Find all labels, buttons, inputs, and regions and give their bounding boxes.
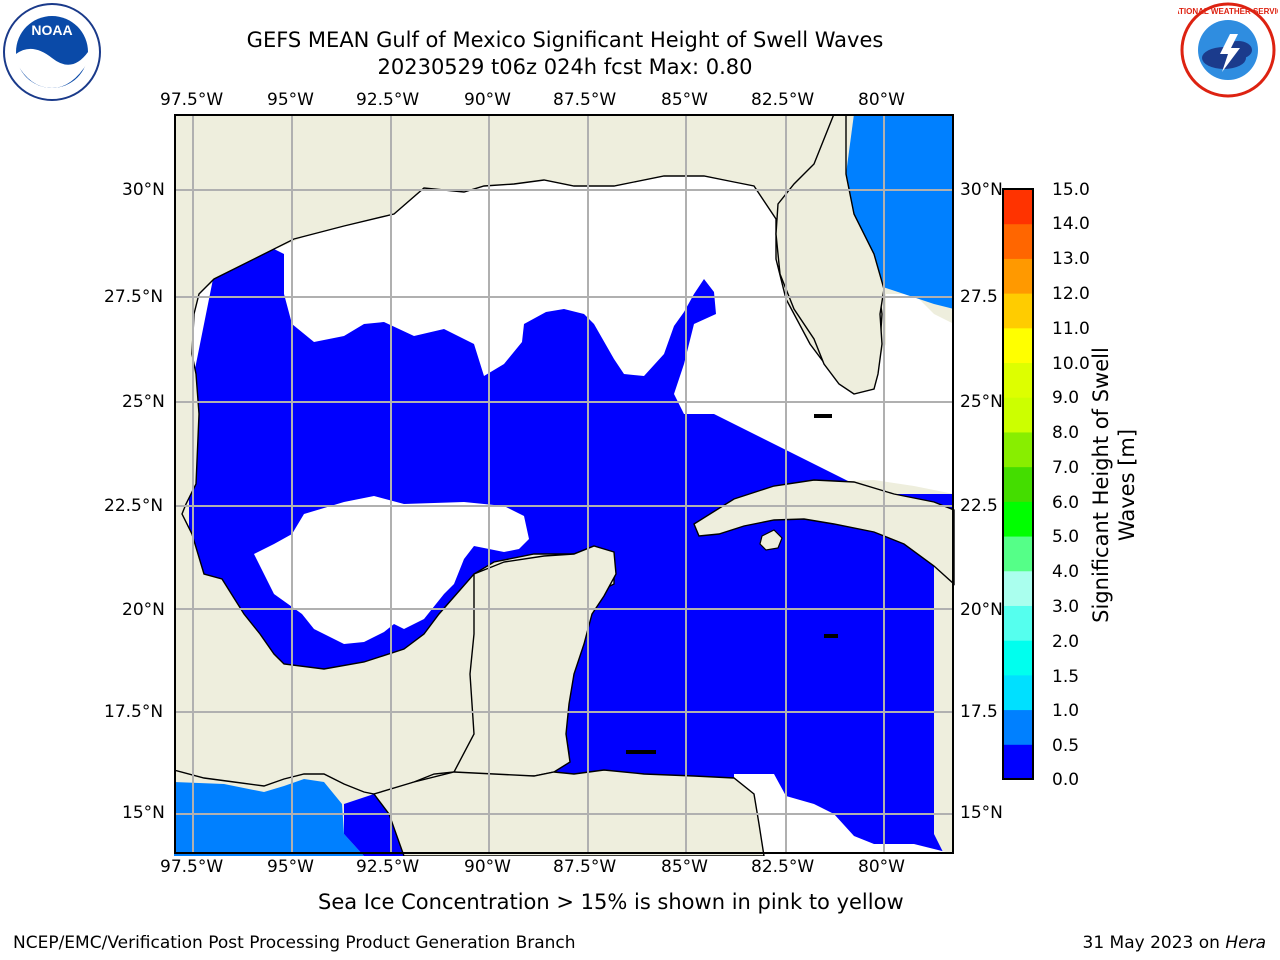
noaa-logo-text: NOAA bbox=[31, 22, 72, 38]
lat-label-left: 20°N bbox=[122, 600, 165, 620]
colorbar-cell bbox=[1003, 744, 1033, 780]
colorbar-cell bbox=[1003, 640, 1033, 676]
lon-label-top: 90°W bbox=[464, 90, 511, 110]
colorbar-title: Significant Height of Swell Waves [m] bbox=[1088, 305, 1140, 665]
colorbar-label: 10.0 bbox=[1052, 354, 1090, 374]
lon-label-top: 80°W bbox=[858, 90, 905, 110]
colorbar-label: 14.0 bbox=[1052, 214, 1090, 234]
lat-label-right: 17.5 bbox=[960, 702, 998, 722]
colorbar-cell bbox=[1003, 466, 1033, 502]
colorbar-label: 6.0 bbox=[1052, 493, 1080, 513]
nws-logo-text: NATIONAL WEATHER SERVICE bbox=[1178, 7, 1278, 16]
chart-title: GEFS MEAN Gulf of Mexico Significant Hei… bbox=[246, 28, 884, 52]
colorbar-cell bbox=[1003, 189, 1033, 225]
map-panel bbox=[174, 114, 955, 856]
lon-label-bottom: 82.5°W bbox=[751, 857, 815, 877]
colorbar-label: 11.0 bbox=[1052, 319, 1090, 339]
colorbar-label: 8.0 bbox=[1052, 423, 1080, 443]
colorbar-cell bbox=[1003, 536, 1033, 572]
lat-label-left: 17.5°N bbox=[104, 702, 164, 722]
colorbar-cell bbox=[1003, 258, 1033, 294]
colorbar-label: 3.0 bbox=[1052, 597, 1080, 617]
lat-label-right: 30°N bbox=[960, 180, 1003, 200]
lat-label-left: 25°N bbox=[122, 392, 165, 412]
land-isla-juventud bbox=[759, 529, 783, 551]
lon-label-bottom: 90°W bbox=[464, 857, 511, 877]
colorbar-cell bbox=[1003, 293, 1033, 329]
lon-label-bottom: 80°W bbox=[858, 857, 905, 877]
colorbar-label: 4.0 bbox=[1052, 562, 1080, 582]
map-frame bbox=[174, 114, 954, 854]
lat-label-right: 15°N bbox=[960, 803, 1003, 823]
colorbar-label: 1.0 bbox=[1052, 701, 1080, 721]
white-blob-east bbox=[734, 774, 954, 856]
lat-label-right: 25°N bbox=[960, 392, 1003, 412]
colorbar-label: 0.0 bbox=[1052, 770, 1080, 790]
nws-logo: NATIONAL WEATHER SERVICE bbox=[1168, 0, 1280, 100]
lon-label-top: 85°W bbox=[661, 90, 708, 110]
land-small-island bbox=[626, 750, 656, 754]
colorbar-cell bbox=[1003, 223, 1033, 259]
colorbar-label: 9.0 bbox=[1052, 388, 1080, 408]
colorbar-cell bbox=[1003, 674, 1033, 711]
lon-label-top: 97.5°W bbox=[160, 90, 224, 110]
colorbar-label: 2.0 bbox=[1052, 632, 1080, 652]
land-florida bbox=[775, 114, 885, 395]
colorbar-cell bbox=[1003, 327, 1033, 364]
colorbar-cell bbox=[1003, 709, 1033, 745]
lon-label-bottom: 95°W bbox=[267, 857, 314, 877]
colorbar-label: 15.0 bbox=[1052, 180, 1090, 200]
colorbar-label: 13.0 bbox=[1052, 249, 1090, 269]
footer-host: Hera bbox=[1225, 933, 1266, 953]
lat-label-left: 15°N bbox=[122, 803, 165, 823]
land-small-island bbox=[824, 634, 838, 638]
colorbar-cell bbox=[1003, 501, 1033, 537]
footer-credit: NCEP/EMC/Verification Post Processing Pr… bbox=[13, 933, 576, 953]
chart-subtitle: 20230529 t06z 024h fcst Max: 0.80 bbox=[377, 55, 753, 79]
colorbar-cell bbox=[1003, 605, 1033, 641]
lat-label-right: 27.5 bbox=[960, 287, 998, 307]
lon-label-top: 82.5°W bbox=[751, 90, 815, 110]
lat-label-right: 22.5 bbox=[960, 496, 998, 516]
footer-date-text: 31 May 2023 on bbox=[1082, 933, 1226, 953]
sea-ice-note: Sea Ice Concentration > 15% is shown in … bbox=[318, 890, 904, 914]
colorbar-cell bbox=[1003, 362, 1033, 398]
pacific-swell-blue bbox=[344, 794, 404, 856]
lon-label-top: 95°W bbox=[267, 90, 314, 110]
lon-label-bottom: 97.5°W bbox=[160, 857, 224, 877]
colorbar-label: 12.0 bbox=[1052, 284, 1090, 304]
colorbar-title-line2: Waves [m] bbox=[1115, 428, 1139, 542]
lon-label-bottom: 92.5°W bbox=[356, 857, 420, 877]
colorbar-cell bbox=[1003, 570, 1033, 606]
colorbar-label: 1.5 bbox=[1052, 667, 1080, 687]
lon-label-top: 87.5°W bbox=[553, 90, 617, 110]
colorbar-label: 7.0 bbox=[1052, 458, 1080, 478]
colorbar bbox=[1002, 188, 1034, 780]
colorbar-cell bbox=[1003, 431, 1033, 468]
pacific-swell-mid bbox=[174, 779, 364, 856]
lat-label-left: 22.5°N bbox=[104, 496, 164, 516]
map-gridlines bbox=[174, 114, 954, 854]
colorbar-label: 5.0 bbox=[1052, 527, 1080, 547]
colorbar-label: 0.5 bbox=[1052, 736, 1080, 756]
noaa-logo: NOAA bbox=[2, 2, 102, 102]
lon-label-bottom: 85°W bbox=[661, 857, 708, 877]
lon-label-bottom: 87.5°W bbox=[553, 857, 617, 877]
colorbar-title-line1: Significant Height of Swell bbox=[1089, 347, 1113, 623]
colorbar-cell bbox=[1003, 397, 1033, 433]
lat-label-left: 30°N bbox=[122, 180, 165, 200]
lat-label-right: 20°N bbox=[960, 600, 1003, 620]
land-small-island bbox=[814, 414, 832, 418]
footer-date: 31 May 2023 on Hera bbox=[1083, 933, 1267, 953]
lat-label-left: 27.5°N bbox=[104, 287, 164, 307]
lon-label-top: 92.5°W bbox=[356, 90, 420, 110]
